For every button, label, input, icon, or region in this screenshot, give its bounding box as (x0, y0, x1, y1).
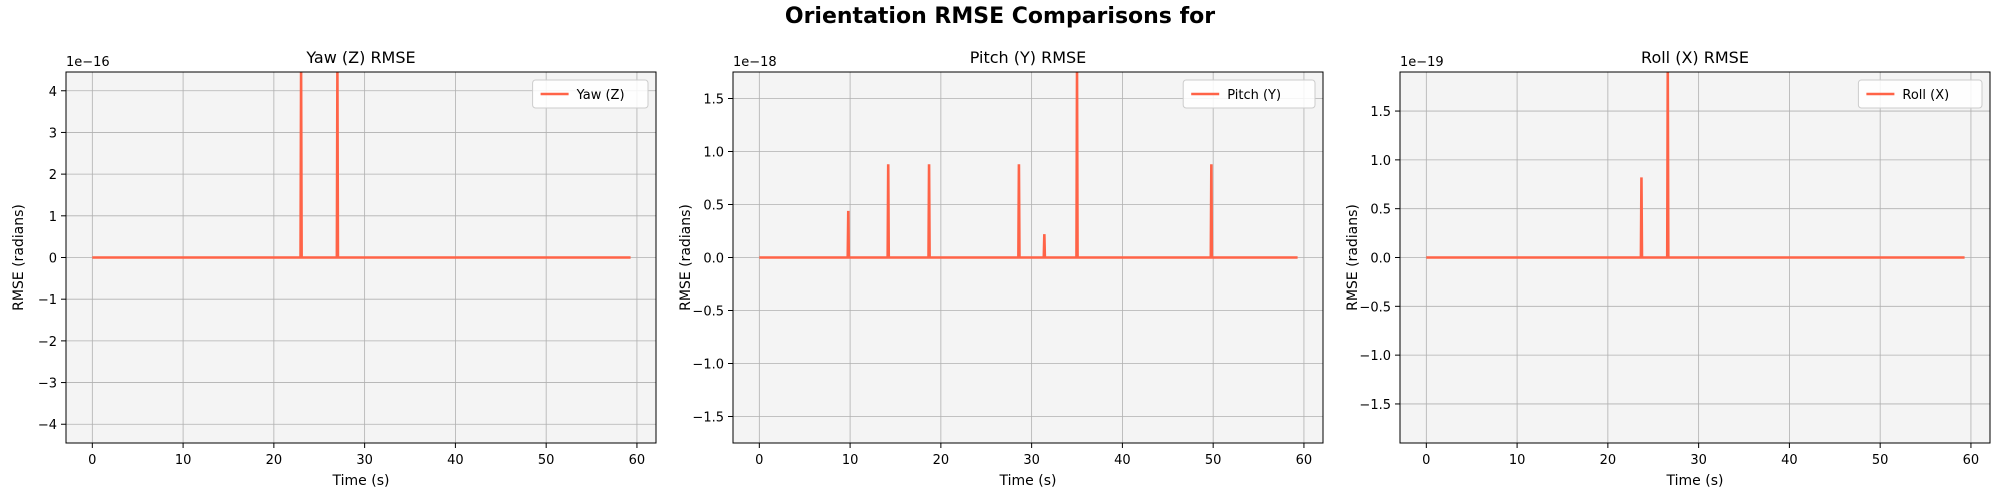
y-tick-label: −1 (38, 293, 57, 308)
figure-title: Orientation RMSE Comparisons for (784, 4, 1216, 29)
x-tick-label: 40 (1114, 453, 1131, 468)
y-tick-label: −1.0 (1359, 349, 1391, 364)
y-tick-label: −2 (38, 335, 57, 350)
y-tick-label: −0.5 (1359, 300, 1391, 315)
x-axis-label: Time (s) (1666, 473, 1724, 489)
y-axis-label: RMSE (radians) (1345, 204, 1361, 311)
y-axis-label: RMSE (radians) (11, 204, 27, 311)
legend-label: Yaw (Z) (576, 88, 625, 103)
legend: Yaw (Z) (532, 79, 649, 109)
y-offset-text: 1e−16 (66, 55, 110, 70)
legend-box (532, 79, 649, 109)
legend: Pitch (Y) (1182, 79, 1316, 109)
x-axis-label: Time (s) (999, 473, 1057, 489)
legend: Roll (X) (1857, 79, 1983, 109)
y-tick-label: −1.5 (692, 411, 724, 426)
y-tick-label: 4 (49, 85, 57, 100)
x-tick-label: 10 (1509, 453, 1526, 468)
y-offset-text: 1e−18 (733, 55, 777, 70)
x-tick-label: 50 (1872, 453, 1889, 468)
legend-label: Pitch (Y) (1227, 88, 1281, 103)
x-tick-label: 0 (1422, 453, 1430, 468)
x-tick-label: 60 (1296, 453, 1313, 468)
x-tick-label: 60 (1963, 453, 1980, 468)
y-tick-label: 1.5 (1370, 105, 1391, 120)
subplot-1: 0 10 20 30 40 50 60 −4 −3 −2 −1 0 1 2 3 4 1e−16 Yaw (Z) R… (11, 48, 657, 489)
x-tick-label: 50 (538, 453, 555, 468)
x-tick-label: 10 (175, 453, 192, 468)
y-tick-label: −1.5 (1359, 398, 1391, 413)
subplot-title: Pitch (Y) RMSE (970, 48, 1087, 67)
y-tick-label: 0.0 (1370, 252, 1391, 267)
legend-box (1857, 79, 1983, 109)
x-tick-label: 40 (1781, 453, 1798, 468)
series-line (1426, 72, 1965, 259)
x-tick-label: 20 (933, 453, 950, 468)
y-tick-label: 1.5 (703, 93, 724, 108)
x-tick-label: 20 (266, 453, 283, 468)
series-line (92, 72, 631, 259)
series-line (759, 72, 1298, 259)
y-axis-label: RMSE (radians) (678, 204, 694, 311)
y-tick-label: 0.5 (703, 199, 724, 214)
y-tick-label: 1.0 (1370, 154, 1391, 169)
x-axis-label: Time (s) (332, 473, 390, 489)
y-tick-label: 0.5 (1370, 203, 1391, 218)
y-tick-label: 2 (49, 168, 57, 183)
x-tick-label: 30 (1023, 453, 1040, 468)
y-tick-label: 0.0 (703, 252, 724, 267)
y-tick-label: 0 (49, 252, 57, 267)
subplot-title: Roll (X) RMSE (1641, 48, 1749, 67)
x-tick-label: 30 (1690, 453, 1707, 468)
x-tick-label: 40 (447, 453, 464, 468)
y-offset-text: 1e−19 (1400, 55, 1444, 70)
x-tick-label: 60 (629, 453, 646, 468)
x-tick-label: 0 (88, 453, 96, 468)
x-tick-label: 50 (1205, 453, 1222, 468)
subplot-2: 0 10 20 30 40 50 60 −1.5 −1.0 −0.5 0.0 0.5 1.0 1.5 1e−… (678, 48, 1324, 489)
x-tick-label: 10 (842, 453, 859, 468)
subplot-title: Yaw (Z) RMSE (305, 48, 415, 67)
legend-label: Roll (X) (1902, 88, 1949, 103)
y-tick-label: −3 (38, 377, 57, 392)
y-tick-label: 3 (49, 126, 57, 141)
y-tick-label: −0.5 (692, 305, 724, 320)
y-tick-label: −4 (38, 418, 57, 433)
x-tick-label: 0 (755, 453, 763, 468)
x-tick-label: 30 (356, 453, 373, 468)
x-tick-label: 20 (1600, 453, 1617, 468)
subplot-3: 0 10 20 30 40 50 60 −1.5 −1.0 −0.5 0.0 0.5 1.0 1.5 1e−… (1345, 48, 1991, 489)
legend-box (1182, 79, 1316, 109)
y-tick-label: −1.0 (692, 358, 724, 373)
y-tick-label: 1 (49, 210, 57, 225)
y-tick-label: 1.0 (703, 146, 724, 161)
